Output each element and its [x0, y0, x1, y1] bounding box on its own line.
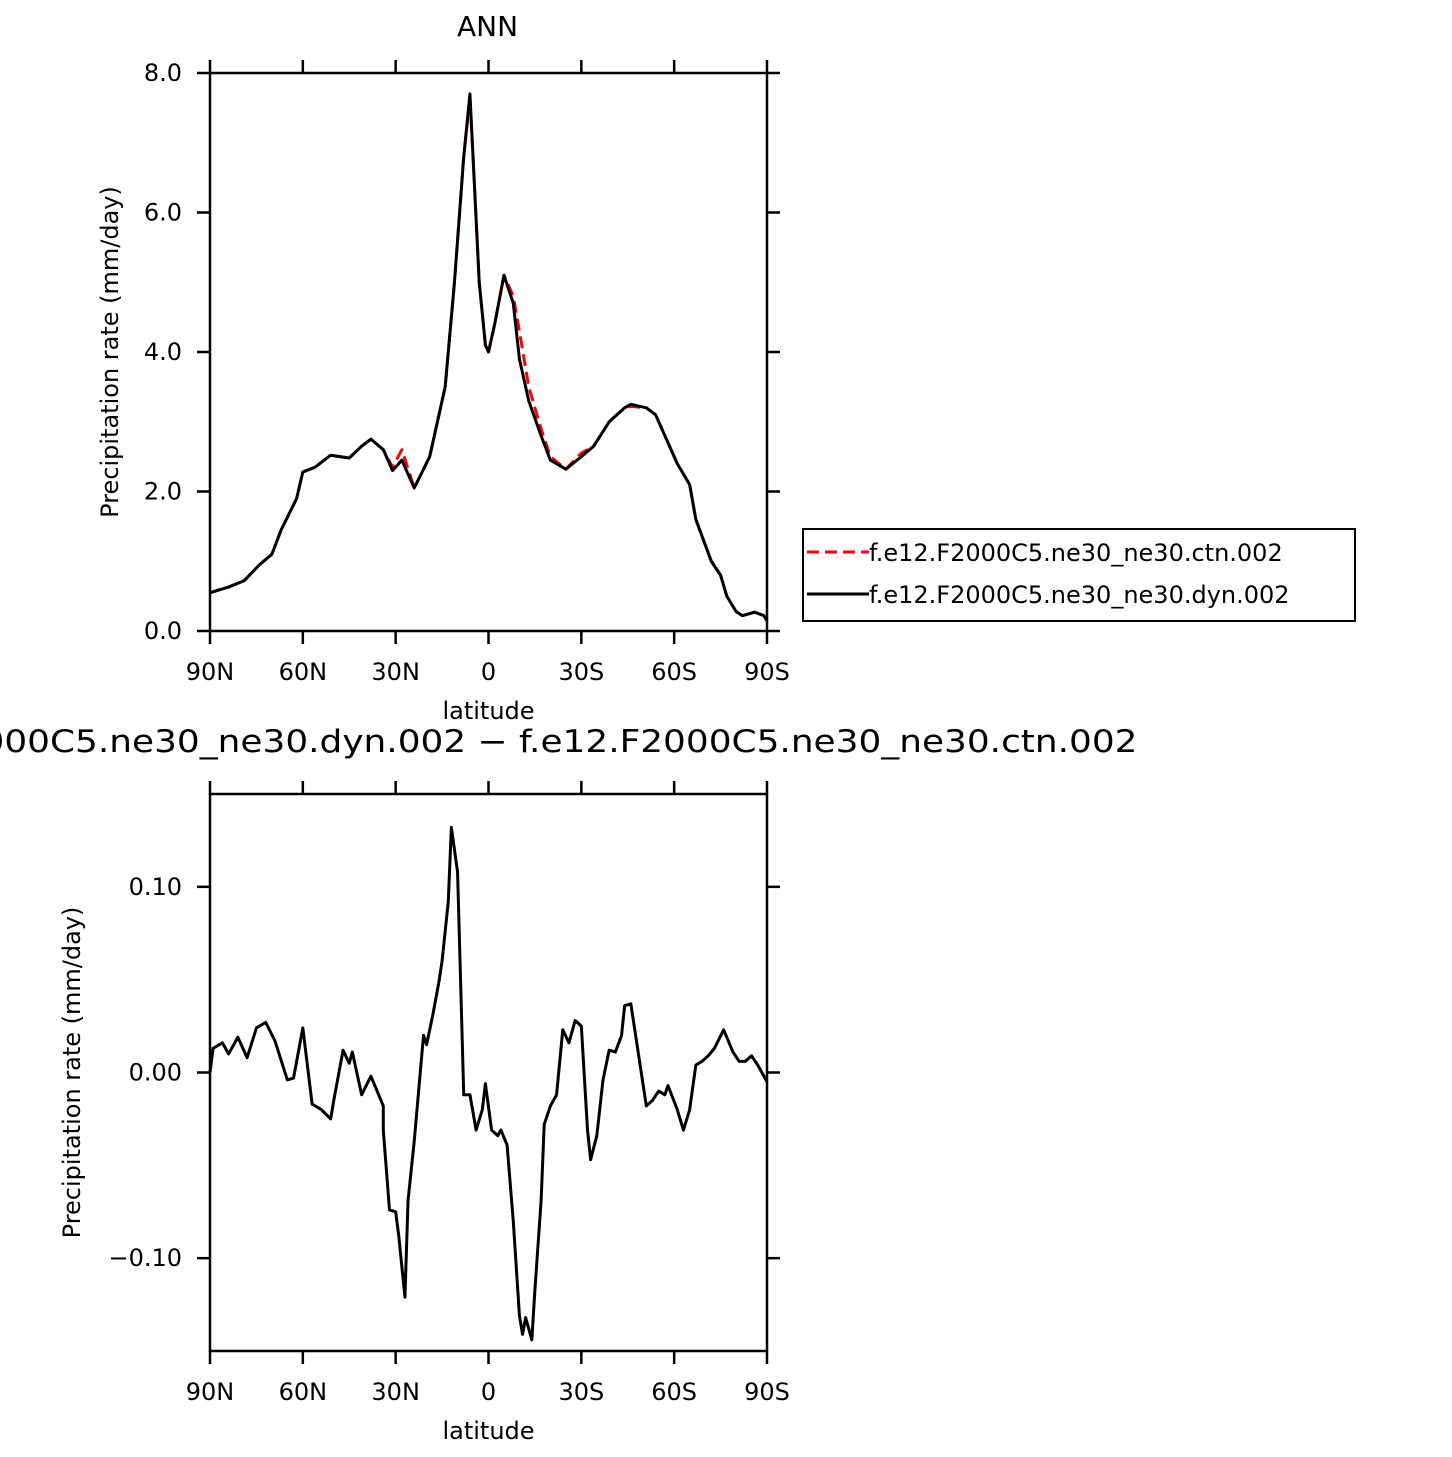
- y-tick-label: 0.10: [129, 873, 182, 901]
- y-tick-label: 0.0: [144, 617, 182, 645]
- y-axis-label: Precipitation rate (mm/day): [96, 186, 124, 518]
- x-tick-label: 60S: [651, 1378, 697, 1406]
- y-tick-label: 0.00: [129, 1059, 182, 1087]
- x-tick-label: 90S: [744, 1378, 790, 1406]
- x-tick-label: 30S: [558, 1378, 604, 1406]
- y-tick-label: 6.0: [144, 199, 182, 227]
- legend-label: f.e12.F2000C5.ne30_ne30.ctn.002: [869, 539, 1283, 567]
- x-tick-label: 60N: [279, 658, 328, 686]
- x-tick-label: 30N: [371, 658, 420, 686]
- x-tick-label: 0: [481, 1378, 496, 1406]
- data-line: [209, 92, 769, 622]
- x-tick-label: 90N: [186, 658, 235, 686]
- x-tick-label: 60N: [279, 1378, 328, 1406]
- legend-box: [802, 528, 1356, 622]
- chart-title: f.e12.F2000C5.ne30_ne30.dyn.002 − f.e12.…: [0, 724, 1138, 760]
- y-tick-label: 2.0: [144, 478, 182, 506]
- x-tick-label: 60S: [651, 658, 697, 686]
- y-tick-label: 4.0: [144, 338, 182, 366]
- legend-label: f.e12.F2000C5.ne30_ne30.dyn.002: [869, 581, 1290, 609]
- x-axis-label: latitude: [442, 697, 534, 725]
- y-tick-label: −0.10: [108, 1244, 182, 1272]
- data-line: [209, 95, 769, 622]
- y-axis-label: Precipitation rate (mm/day): [58, 907, 86, 1239]
- x-tick-label: 30N: [371, 1378, 420, 1406]
- x-tick-label: 90N: [186, 1378, 235, 1406]
- x-axis-label: latitude: [442, 1417, 534, 1445]
- data-line: [208, 825, 769, 1342]
- x-tick-label: 0: [481, 658, 496, 686]
- x-tick-label: 90S: [744, 658, 790, 686]
- y-tick-label: 8.0: [144, 59, 182, 87]
- x-tick-label: 30S: [558, 658, 604, 686]
- chart-title: ANN: [457, 10, 518, 43]
